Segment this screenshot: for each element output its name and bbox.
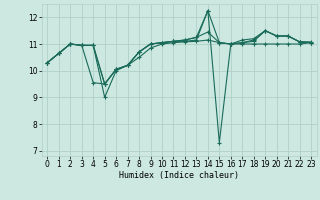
X-axis label: Humidex (Indice chaleur): Humidex (Indice chaleur): [119, 171, 239, 180]
